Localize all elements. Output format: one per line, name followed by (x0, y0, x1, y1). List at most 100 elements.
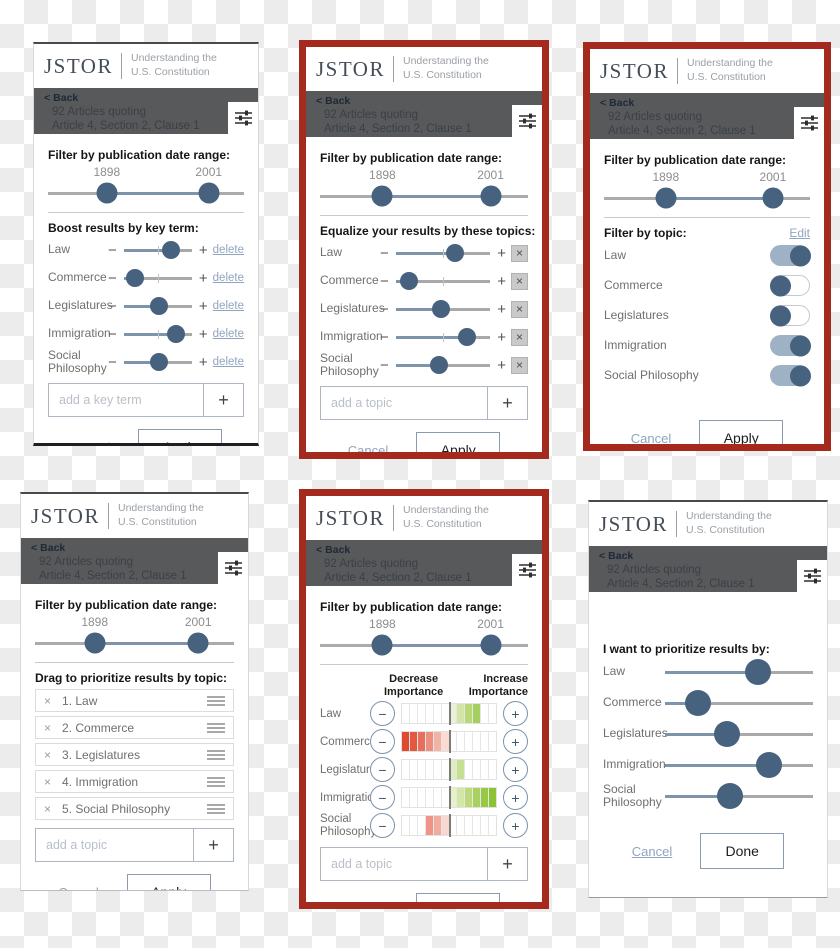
plus-button[interactable]: + (198, 353, 208, 371)
equalize-slider[interactable] (395, 354, 491, 376)
plus-button[interactable]: + (198, 241, 208, 259)
prioritize-slider[interactable] (665, 751, 813, 779)
drag-topic-item[interactable]: × 5. Social Philosophy (35, 797, 234, 820)
remove-topic-button[interactable]: × (511, 356, 528, 374)
remove-topic-button[interactable]: × (511, 328, 528, 346)
add-topic-button[interactable]: + (487, 387, 527, 419)
date-start-handle[interactable] (84, 632, 106, 654)
prioritize-slider[interactable] (665, 782, 813, 810)
filter-settings-button[interactable] (797, 560, 827, 592)
cancel-link[interactable]: Cancel (631, 843, 673, 859)
date-end-handle[interactable] (187, 632, 209, 654)
back-button[interactable]: < Back (44, 92, 79, 104)
date-start-handle[interactable] (371, 634, 393, 656)
cancel-link[interactable]: Cancel (348, 904, 388, 909)
date-range-slider[interactable]: 1898 2001 (320, 167, 528, 209)
add-topic-input[interactable] (321, 848, 487, 881)
slider-handle[interactable] (446, 244, 465, 262)
plus-button[interactable]: + (198, 325, 208, 343)
slider-handle[interactable] (430, 356, 449, 374)
increase-button[interactable]: + (503, 785, 528, 811)
add-topic-input[interactable] (321, 387, 487, 419)
date-end-handle[interactable] (480, 634, 502, 656)
minus-button[interactable]: − (108, 297, 117, 315)
apply-button[interactable]: Apply (416, 893, 501, 902)
prioritize-slider[interactable] (665, 720, 813, 748)
back-button[interactable]: < Back (316, 95, 351, 107)
add-key-term-input[interactable] (49, 384, 203, 416)
apply-button[interactable]: Apply (138, 429, 223, 443)
remove-topic-button[interactable]: × (511, 272, 528, 290)
back-button[interactable]: < Back (600, 97, 635, 109)
drag-topic-item[interactable]: × 3. Legislatures (35, 743, 234, 766)
add-topic-button[interactable]: + (487, 848, 527, 881)
slider-handle[interactable] (432, 300, 451, 318)
plus-button[interactable]: + (497, 272, 506, 290)
drag-topic-item[interactable]: × 4. Immigration (35, 770, 234, 793)
date-range-slider[interactable]: 1898 2001 (604, 169, 810, 211)
minus-button[interactable]: − (108, 241, 117, 259)
decrease-button[interactable]: − (370, 785, 395, 811)
filter-settings-button[interactable] (512, 105, 542, 137)
add-topic-input[interactable] (36, 829, 193, 861)
back-button[interactable]: < Back (31, 542, 66, 554)
date-start-handle[interactable] (371, 185, 393, 207)
date-end-handle[interactable] (480, 185, 502, 207)
slider-handle[interactable] (755, 752, 782, 778)
back-button[interactable]: < Back (599, 550, 634, 562)
remove-icon[interactable]: × (44, 747, 52, 762)
add-topic-button[interactable]: + (193, 829, 233, 861)
remove-icon[interactable]: × (44, 720, 52, 735)
plus-button[interactable]: + (198, 297, 208, 315)
minus-button[interactable]: − (380, 356, 389, 374)
decrease-button[interactable]: − (370, 729, 395, 755)
date-range-slider[interactable]: 1898 2001 (48, 164, 244, 206)
boost-slider[interactable] (123, 351, 192, 373)
delete-link[interactable]: delete (212, 328, 244, 340)
remove-topic-button[interactable]: × (511, 244, 528, 262)
increase-button[interactable]: + (503, 757, 528, 783)
decrease-button[interactable]: − (370, 813, 395, 839)
increase-button[interactable]: + (503, 701, 528, 727)
date-range-slider[interactable]: 1898 2001 (35, 614, 234, 656)
drag-topic-item[interactable]: × 1. Law (35, 689, 234, 712)
apply-button[interactable]: Apply (416, 432, 501, 452)
remove-icon[interactable]: × (44, 693, 52, 708)
date-end-handle[interactable] (762, 187, 784, 209)
boost-slider[interactable] (123, 267, 192, 289)
add-key-term-button[interactable]: + (203, 384, 243, 416)
slider-handle[interactable] (745, 659, 772, 685)
plus-button[interactable]: + (497, 328, 506, 346)
slider-handle[interactable] (684, 690, 711, 716)
date-end-handle[interactable] (198, 182, 220, 204)
drag-handle-icon[interactable] (207, 694, 225, 708)
plus-button[interactable]: + (497, 300, 506, 318)
plus-button[interactable]: + (497, 356, 506, 374)
delete-link[interactable]: delete (212, 244, 244, 256)
date-start-handle[interactable] (96, 182, 118, 204)
topic-toggle[interactable] (770, 365, 811, 386)
equalize-slider[interactable] (395, 242, 491, 264)
cancel-link[interactable]: Cancel (58, 885, 98, 891)
equalize-slider[interactable] (395, 270, 491, 292)
slider-handle[interactable] (167, 325, 186, 343)
equalize-slider[interactable] (395, 326, 491, 348)
minus-button[interactable]: − (380, 328, 389, 346)
drag-handle-icon[interactable] (207, 775, 225, 789)
edit-link[interactable]: Edit (789, 226, 810, 240)
cancel-link[interactable]: Cancel (70, 440, 110, 444)
delete-link[interactable]: delete (212, 356, 244, 368)
topic-toggle[interactable] (770, 335, 811, 356)
increase-button[interactable]: + (503, 813, 528, 839)
minus-button[interactable]: − (108, 325, 117, 343)
minus-button[interactable]: − (380, 244, 389, 262)
drag-topic-item[interactable]: × 2. Commerce (35, 716, 234, 739)
drag-handle-icon[interactable] (207, 748, 225, 762)
filter-settings-button[interactable] (218, 552, 248, 584)
slider-handle[interactable] (150, 297, 169, 315)
slider-handle[interactable] (399, 272, 418, 290)
increase-button[interactable]: + (503, 729, 528, 755)
decrease-button[interactable]: − (370, 757, 395, 783)
cancel-link[interactable]: Cancel (347, 442, 389, 458)
prioritize-slider[interactable] (665, 689, 813, 717)
